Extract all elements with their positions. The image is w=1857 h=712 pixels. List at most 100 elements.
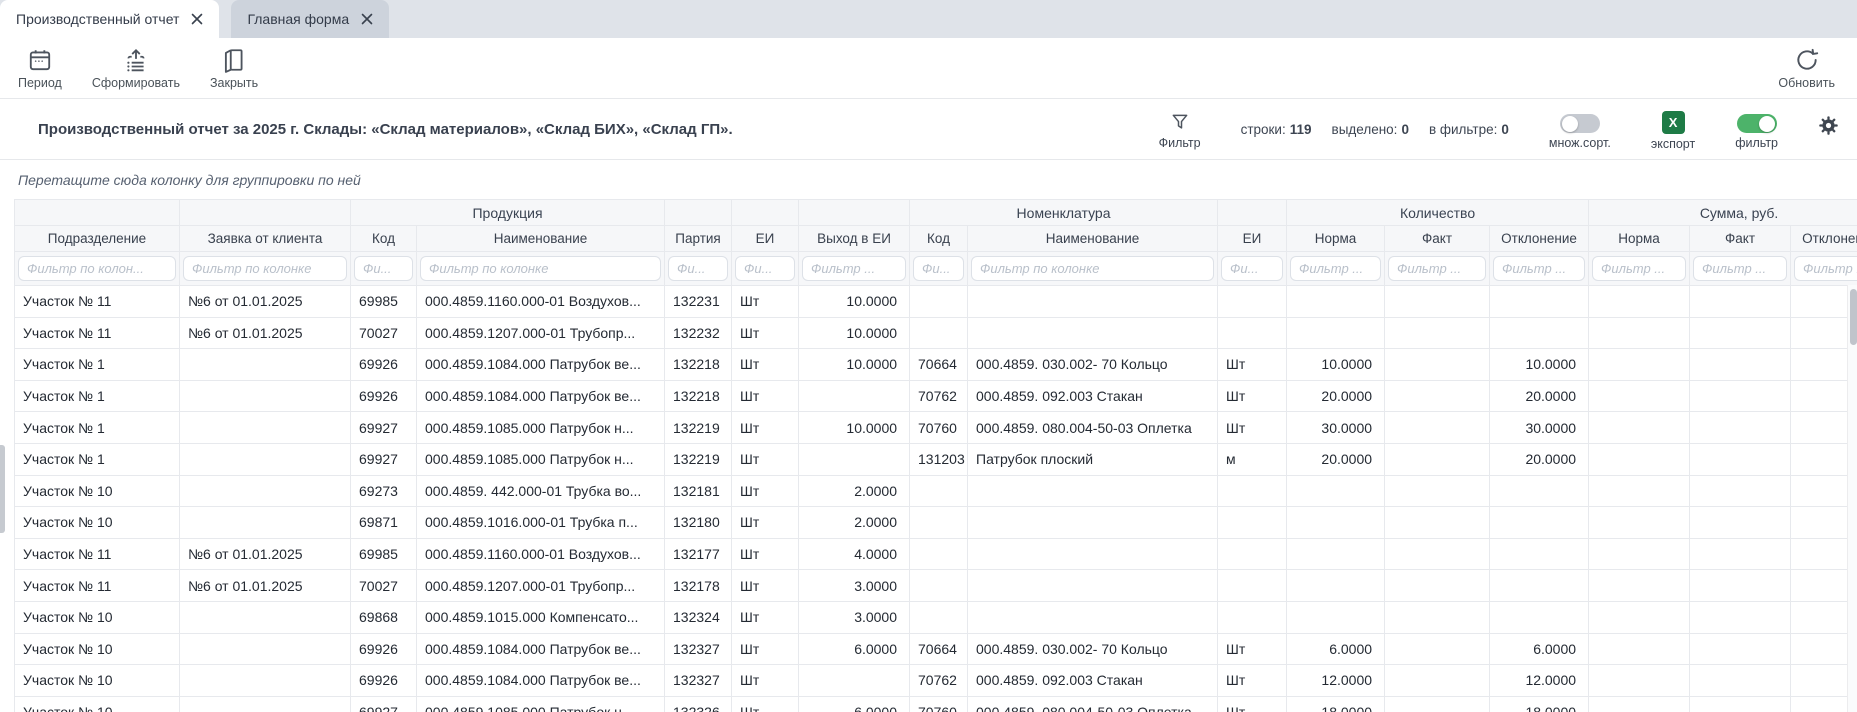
cell-sum-fact[interactable] <box>1689 285 1792 318</box>
cell-sum-fact[interactable] <box>1689 600 1792 634</box>
cell-prod-code[interactable]: 69927 <box>350 442 417 476</box>
column-header-division[interactable]: Подразделение <box>14 225 180 252</box>
cell-client-request[interactable]: №6 от 01.01.2025 <box>179 569 351 602</box>
cell-qty-dev[interactable] <box>1489 600 1590 634</box>
cell-nom-uom[interactable] <box>1217 537 1288 571</box>
column-header-batch[interactable]: Партия <box>664 225 733 252</box>
cell-nom-uom[interactable]: Шт <box>1217 379 1288 413</box>
cell-division[interactable]: Участок № 1 <box>14 379 180 413</box>
cell-division[interactable]: Участок № 1 <box>14 442 180 476</box>
cell-sum-fact[interactable] <box>1689 664 1792 697</box>
cell-division[interactable]: Участок № 10 <box>14 474 180 508</box>
refresh-button[interactable]: Обновить <box>1778 47 1835 90</box>
cell-sum-fact[interactable] <box>1689 442 1792 476</box>
cell-batch[interactable]: 132218 <box>664 348 733 381</box>
cell-sum-norm[interactable] <box>1588 664 1691 697</box>
cell-nom-name[interactable] <box>967 506 1219 539</box>
cell-nom-uom[interactable] <box>1217 569 1288 602</box>
cell-sum-dev[interactable] <box>1790 348 1857 381</box>
cell-qty-norm[interactable] <box>1286 474 1386 508</box>
cell-sum-fact[interactable] <box>1689 316 1792 350</box>
cell-batch[interactable]: 132177 <box>664 537 733 571</box>
cell-sum-dev[interactable] <box>1790 442 1857 476</box>
cell-qty-norm[interactable] <box>1286 285 1386 318</box>
cell-qty-norm[interactable]: 20.0000 <box>1286 379 1386 413</box>
table-row[interactable]: Участок № 11 №6 от 01.01.2025 69985 000.485… <box>14 285 1857 318</box>
cell-nom-name[interactable]: 000.4859. 030.002- 70 Кольцо <box>967 632 1219 666</box>
cell-division[interactable]: Участок № 11 <box>14 569 180 602</box>
cell-sum-norm[interactable] <box>1588 348 1691 381</box>
filter-input-client-request[interactable] <box>183 256 347 281</box>
cell-sum-dev[interactable] <box>1790 664 1857 697</box>
cell-client-request[interactable]: №6 от 01.01.2025 <box>179 316 351 350</box>
cell-prod-uom[interactable]: Шт <box>731 285 800 318</box>
scrollbar-thumb[interactable] <box>1849 289 1857 345</box>
filter-input-prod-uom[interactable] <box>735 256 796 281</box>
cell-client-request[interactable] <box>179 379 351 413</box>
table-row[interactable]: Участок № 10 69273 000.4859. 442.000-01 Тр… <box>14 474 1857 508</box>
table-row[interactable]: Участок № 1 69926 000.4859.1084.000 Патруб… <box>14 348 1857 381</box>
cell-qty-dev[interactable] <box>1489 537 1590 571</box>
close-form-button[interactable]: Закрыть <box>210 47 258 90</box>
cell-client-request[interactable] <box>179 600 351 634</box>
cell-prod-code[interactable]: 69273 <box>350 474 417 508</box>
cell-nom-code[interactable]: 70664 <box>909 632 969 666</box>
cell-output-uom[interactable] <box>798 379 911 413</box>
cell-output-uom[interactable] <box>798 664 911 697</box>
cell-sum-dev[interactable] <box>1790 600 1857 634</box>
cell-qty-norm[interactable]: 12.0000 <box>1286 664 1386 697</box>
cell-nom-uom[interactable]: м <box>1217 442 1288 476</box>
table-row[interactable]: Участок № 1 69927 000.4859.1085.000 Патруб… <box>14 411 1857 444</box>
cell-client-request[interactable] <box>179 632 351 666</box>
cell-nom-name[interactable]: 000.4859. 080.004-50-03 Оплетка <box>967 695 1219 712</box>
cell-qty-fact[interactable] <box>1384 537 1491 571</box>
filter-input-sum-dev[interactable] <box>1794 256 1857 281</box>
cell-prod-uom[interactable]: Шт <box>731 569 800 602</box>
cell-nom-code[interactable]: 70762 <box>909 664 969 697</box>
cell-sum-norm[interactable] <box>1588 285 1691 318</box>
table-row[interactable]: Участок № 10 69926 000.4859.1084.000 Патру… <box>14 664 1857 697</box>
cell-sum-fact[interactable] <box>1689 695 1792 712</box>
cell-qty-dev[interactable]: 6.0000 <box>1489 632 1590 666</box>
cell-prod-name[interactable]: 000.4859.1015.000 Компенсато... <box>415 600 666 634</box>
cell-qty-dev[interactable] <box>1489 285 1590 318</box>
cell-qty-dev[interactable]: 30.0000 <box>1489 411 1590 444</box>
cell-qty-fact[interactable] <box>1384 442 1491 476</box>
column-header-prod-name[interactable]: Наименование <box>415 225 666 252</box>
cell-prod-code[interactable]: 69926 <box>350 664 417 697</box>
cell-nom-name[interactable] <box>967 474 1219 508</box>
cell-output-uom[interactable]: 10.0000 <box>798 285 911 318</box>
tab-close-icon[interactable] <box>361 13 373 25</box>
cell-client-request[interactable] <box>179 664 351 697</box>
cell-qty-dev[interactable]: 18.0000 <box>1489 695 1590 712</box>
cell-qty-fact[interactable] <box>1384 506 1491 539</box>
filter-input-prod-name[interactable] <box>420 256 662 281</box>
cell-division[interactable]: Участок № 11 <box>14 537 180 571</box>
column-header-nom-name[interactable]: Наименование <box>967 225 1219 252</box>
cell-qty-fact[interactable] <box>1384 316 1491 350</box>
cell-batch[interactable]: 132219 <box>664 442 733 476</box>
cell-prod-name[interactable]: 000.4859.1084.000 Патрубок ве... <box>415 664 666 697</box>
cell-qty-dev[interactable]: 10.0000 <box>1489 348 1590 381</box>
cell-sum-norm[interactable] <box>1588 379 1691 413</box>
cell-nom-code[interactable] <box>909 474 969 508</box>
filter-toggle[interactable] <box>1736 114 1777 133</box>
cell-prod-name[interactable]: 000.4859.1085.000 Патрубок н... <box>415 411 666 444</box>
cell-prod-uom[interactable]: Шт <box>731 600 800 634</box>
table-row[interactable]: Участок № 10 69868 000.4859.1015.000 Компе… <box>14 600 1857 634</box>
cell-nom-uom[interactable]: Шт <box>1217 348 1288 381</box>
cell-nom-uom[interactable]: Шт <box>1217 695 1288 712</box>
filter-panel-button[interactable]: Фильтр <box>1159 107 1201 150</box>
cell-nom-code[interactable]: 70760 <box>909 411 969 444</box>
cell-prod-name[interactable]: 000.4859.1084.000 Патрубок ве... <box>415 632 666 666</box>
cell-nom-uom[interactable]: Шт <box>1217 411 1288 444</box>
cell-sum-norm[interactable] <box>1588 411 1691 444</box>
cell-prod-name[interactable]: 000.4859.1016.000-01 Трубка п... <box>415 506 666 539</box>
cell-nom-name[interactable] <box>967 600 1219 634</box>
cell-client-request[interactable] <box>179 474 351 508</box>
cell-division[interactable]: Участок № 1 <box>14 348 180 381</box>
cell-prod-uom[interactable]: Шт <box>731 411 800 444</box>
cell-sum-fact[interactable] <box>1689 348 1792 381</box>
cell-sum-dev[interactable] <box>1790 632 1857 666</box>
